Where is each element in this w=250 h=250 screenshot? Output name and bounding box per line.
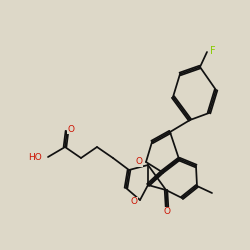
Text: F: F [210,46,216,56]
Text: O: O [68,124,74,134]
Text: O: O [164,208,170,216]
Text: O: O [136,158,142,166]
Text: HO: HO [28,152,42,162]
Text: O: O [130,198,138,206]
